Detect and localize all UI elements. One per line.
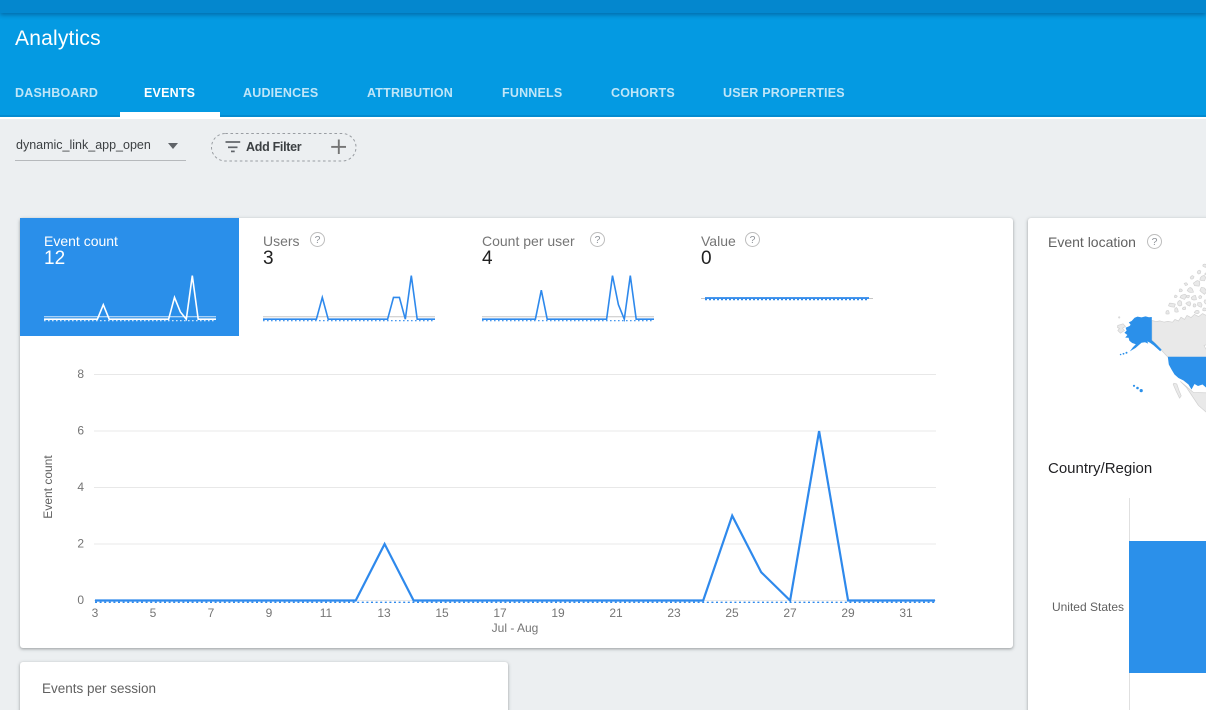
svg-text:4: 4 [77,480,84,494]
svg-text:5: 5 [150,606,157,620]
svg-text:21: 21 [609,606,623,620]
svg-text:31: 31 [899,606,913,620]
svg-text:?: ? [595,234,601,246]
svg-text:25: 25 [725,606,739,620]
svg-text:Jul - Aug: Jul - Aug [492,621,539,635]
svg-text:?: ? [750,234,756,246]
svg-text:9: 9 [266,606,273,620]
svg-text:7: 7 [208,606,215,620]
svg-text:?: ? [1152,236,1158,248]
svg-text:6: 6 [77,424,84,438]
svg-text:3: 3 [92,606,99,620]
svg-text:8: 8 [77,367,84,381]
svg-text:11: 11 [320,606,333,620]
svg-text:?: ? [315,234,321,246]
svg-text:0: 0 [77,593,84,607]
svg-text:13: 13 [377,606,391,620]
svg-text:19: 19 [551,606,565,620]
svg-text:23: 23 [667,606,681,620]
svg-text:17: 17 [493,606,507,620]
svg-text:27: 27 [783,606,797,620]
svg-text:2: 2 [77,537,84,551]
svg-text:15: 15 [435,606,449,620]
svg-text:29: 29 [841,606,855,620]
